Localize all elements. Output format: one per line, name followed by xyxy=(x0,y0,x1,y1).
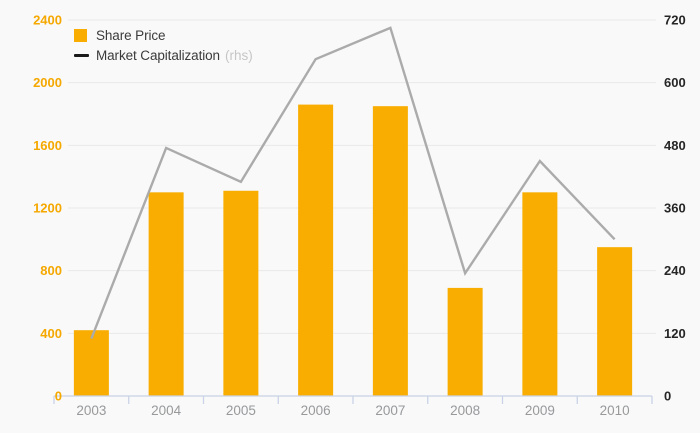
x-axis-label-2006: 2006 xyxy=(301,403,331,418)
left-axis-label: 400 xyxy=(40,326,62,341)
legend-item-market-capitalization[interactable]: Market Capitalization (rhs) xyxy=(74,47,253,63)
left-axis-label: 0 xyxy=(55,389,62,404)
bar-2010 xyxy=(597,247,633,396)
x-axis-label-2005: 2005 xyxy=(226,403,256,418)
legend-label-market-capitalization: Market Capitalization xyxy=(96,47,220,63)
legend-label-share-price: Share Price xyxy=(96,27,166,43)
left-axis-label: 1600 xyxy=(33,138,62,153)
legend-item-share-price[interactable]: Share Price xyxy=(74,27,253,43)
left-axis-label: 1200 xyxy=(33,201,62,216)
bar-2009 xyxy=(522,192,558,396)
legend: Share Price Market Capitalization (rhs) xyxy=(74,27,253,63)
right-axis-label: 600 xyxy=(664,75,686,90)
legend-rhs-suffix: (rhs) xyxy=(224,47,253,63)
bar-2006 xyxy=(298,104,334,396)
bar-2005 xyxy=(223,190,259,396)
left-axis-label: 2000 xyxy=(33,75,62,90)
line-swatch-icon xyxy=(74,53,89,57)
x-axis-label-2010: 2010 xyxy=(600,403,630,418)
right-axis-label: 360 xyxy=(664,201,686,216)
right-axis-label: 480 xyxy=(664,138,686,153)
x-axis-label-2004: 2004 xyxy=(151,403,182,418)
line-series-market-capitalization xyxy=(90,26,616,339)
left-axis-label: 800 xyxy=(40,263,62,278)
bar-2008 xyxy=(447,287,483,396)
x-axis-label-2007: 2007 xyxy=(375,403,405,418)
right-axis-label: 720 xyxy=(664,13,686,28)
left-axis-label: 2400 xyxy=(33,13,62,28)
x-axis-label-2008: 2008 xyxy=(450,403,480,418)
bar-swatch-icon xyxy=(74,28,87,42)
bar-2003 xyxy=(73,330,109,396)
right-axis-label: 120 xyxy=(664,326,686,341)
right-axis-label: 0 xyxy=(664,389,671,404)
bar-2004 xyxy=(148,192,184,396)
bar-2007 xyxy=(372,106,408,397)
right-axis-label: 240 xyxy=(664,263,686,278)
x-axis-label-2003: 2003 xyxy=(76,403,106,418)
x-axis-label-2009: 2009 xyxy=(525,403,555,418)
